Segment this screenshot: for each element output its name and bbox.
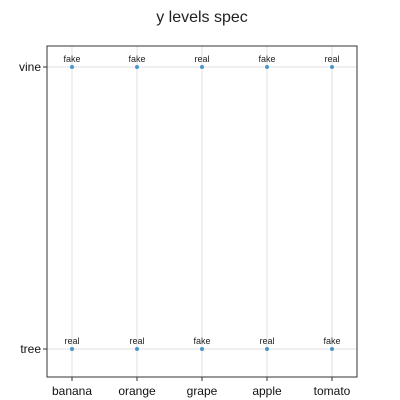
data-point-apple-vine <box>265 65 269 69</box>
data-label-apple-tree: real <box>259 336 274 346</box>
data-point-banana-tree <box>70 347 74 351</box>
x-tick-label-orange: orange <box>118 384 156 398</box>
data-point-tomato-vine <box>330 65 334 69</box>
x-axis-ticks: banana orange grape apple tomato <box>52 377 351 398</box>
data-points <box>70 65 334 351</box>
data-point-orange-vine <box>135 65 139 69</box>
data-label-orange-tree: real <box>129 336 144 346</box>
data-label-banana-vine: fake <box>63 54 80 64</box>
data-point-grape-vine <box>200 65 204 69</box>
data-label-banana-tree: real <box>64 336 79 346</box>
data-label-orange-vine: fake <box>128 54 145 64</box>
data-point-banana-vine <box>70 65 74 69</box>
x-tick-label-grape: grape <box>187 384 218 398</box>
data-label-grape-vine: real <box>194 54 209 64</box>
data-point-tomato-tree <box>330 347 334 351</box>
x-tick-label-tomato: tomato <box>314 384 351 398</box>
data-point-orange-tree <box>135 347 139 351</box>
y-tick-label-vine: vine <box>19 60 41 74</box>
data-label-apple-vine: fake <box>258 54 275 64</box>
data-label-grape-tree: fake <box>193 336 210 346</box>
data-label-tomato-vine: real <box>324 54 339 64</box>
y-axis-ticks: tree vine <box>19 60 47 356</box>
chart-title: y levels spec <box>156 9 248 26</box>
data-point-grape-tree <box>200 347 204 351</box>
data-labels: real real fake real fake fake fake real fake real <box>63 54 340 346</box>
data-label-tomato-tree: fake <box>323 336 340 346</box>
data-point-apple-tree <box>265 347 269 351</box>
grid-lines <box>47 46 357 377</box>
x-tick-label-banana: banana <box>52 384 92 398</box>
x-tick-label-apple: apple <box>252 384 282 398</box>
y-tick-label-tree: tree <box>20 342 41 356</box>
